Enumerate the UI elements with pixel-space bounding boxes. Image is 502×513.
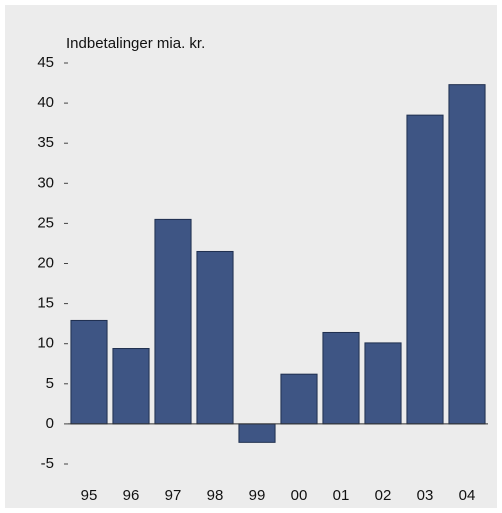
bar bbox=[322, 331, 360, 425]
x-tick-label: 00 bbox=[291, 487, 308, 504]
x-tick-label: 02 bbox=[375, 487, 392, 504]
bar bbox=[406, 114, 444, 425]
x-tick-label: 03 bbox=[417, 487, 434, 504]
y-tick-label: 45 bbox=[37, 54, 54, 71]
bar bbox=[196, 250, 234, 425]
x-tick-label: 98 bbox=[207, 487, 224, 504]
y-tick-label: 25 bbox=[37, 214, 54, 231]
bar bbox=[280, 373, 318, 425]
bar bbox=[448, 84, 486, 425]
x-tick-label: 99 bbox=[249, 487, 266, 504]
y-tick-label: 15 bbox=[37, 295, 54, 312]
bar bbox=[112, 348, 150, 425]
bar bbox=[70, 319, 108, 425]
x-tick-label: 01 bbox=[333, 487, 350, 504]
bar bbox=[154, 218, 192, 425]
x-tick-label: 96 bbox=[123, 487, 140, 504]
y-tick-label: -5 bbox=[41, 455, 54, 472]
y-tick-label: 10 bbox=[37, 335, 54, 352]
x-tick-label: 97 bbox=[165, 487, 182, 504]
y-tick-label: 20 bbox=[37, 254, 54, 271]
bar bbox=[238, 423, 276, 443]
y-tick-label: 5 bbox=[46, 375, 54, 392]
y-axis-title: Indbetalinger mia. kr. bbox=[66, 35, 205, 52]
bar bbox=[364, 342, 402, 425]
x-tick-label: 04 bbox=[459, 487, 476, 504]
x-tick-label: 95 bbox=[81, 487, 98, 504]
y-tick-label: 40 bbox=[37, 94, 54, 111]
y-tick-label: 0 bbox=[46, 415, 54, 432]
y-tick-label: 30 bbox=[37, 174, 54, 191]
y-tick-label: 35 bbox=[37, 134, 54, 151]
